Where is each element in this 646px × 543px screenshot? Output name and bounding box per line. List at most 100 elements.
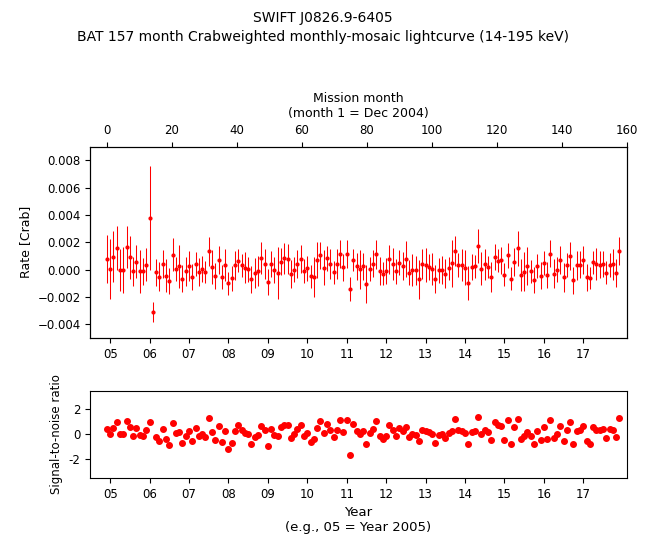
Point — [286, 434, 296, 443]
Point — [101, 425, 112, 433]
Point — [568, 440, 579, 449]
Y-axis label: Signal-to-noise ratio: Signal-to-noise ratio — [50, 375, 63, 494]
Point — [236, 425, 247, 434]
Point — [542, 435, 552, 444]
Point — [351, 427, 362, 435]
Point — [227, 438, 237, 447]
Point — [371, 417, 381, 426]
Point — [177, 439, 187, 447]
Point — [256, 421, 266, 430]
Point — [299, 431, 309, 440]
Point — [463, 440, 474, 449]
Point — [138, 432, 148, 440]
Point — [384, 421, 395, 430]
Point — [614, 414, 625, 422]
Point — [161, 434, 171, 443]
Point — [260, 425, 270, 434]
Point — [381, 432, 391, 440]
Point — [410, 431, 421, 439]
Point — [585, 439, 595, 448]
Point — [342, 416, 352, 425]
Point — [578, 422, 589, 431]
Point — [460, 428, 470, 437]
Point — [575, 425, 585, 434]
Point — [414, 436, 424, 445]
Point — [483, 427, 493, 436]
Point — [224, 445, 234, 453]
Point — [591, 426, 601, 434]
Point — [171, 429, 181, 438]
Point — [295, 420, 306, 429]
Point — [154, 436, 165, 445]
Point — [532, 427, 543, 435]
Point — [397, 427, 408, 435]
Point — [443, 428, 453, 437]
Point — [506, 440, 516, 449]
Point — [516, 434, 526, 443]
Point — [335, 416, 346, 425]
Point — [197, 430, 207, 438]
Point — [433, 431, 444, 439]
Point — [348, 419, 359, 428]
Point — [529, 440, 539, 449]
Point — [145, 418, 155, 426]
Point — [309, 434, 319, 443]
Point — [361, 439, 371, 448]
Point — [437, 430, 447, 439]
Point — [404, 433, 414, 442]
X-axis label: Year
(e.g., 05 = Year 2005): Year (e.g., 05 = Year 2005) — [286, 506, 432, 534]
Point — [601, 433, 611, 442]
Point — [112, 418, 122, 426]
Point — [253, 431, 263, 440]
Point — [312, 424, 322, 432]
Point — [605, 425, 615, 434]
Point — [548, 433, 559, 442]
Point — [536, 435, 546, 444]
Point — [318, 428, 329, 437]
Point — [421, 426, 431, 435]
Point — [216, 438, 227, 446]
Point — [207, 428, 217, 437]
Point — [608, 426, 618, 434]
Point — [565, 418, 576, 427]
Point — [200, 433, 211, 441]
Point — [375, 432, 385, 440]
Point — [588, 422, 598, 431]
Point — [151, 433, 162, 441]
Point — [457, 426, 467, 435]
Point — [479, 426, 490, 434]
Point — [246, 439, 256, 448]
Point — [273, 432, 283, 440]
Point — [325, 425, 335, 434]
Point — [118, 430, 129, 439]
Point — [499, 435, 510, 444]
Point — [164, 441, 174, 450]
Point — [134, 431, 145, 440]
Point — [558, 437, 568, 445]
Point — [158, 425, 168, 433]
Point — [128, 432, 138, 440]
Point — [486, 436, 496, 445]
Point — [525, 432, 536, 440]
Point — [476, 429, 486, 438]
Point — [552, 430, 562, 439]
Point — [279, 421, 289, 430]
Point — [243, 430, 253, 439]
Point — [233, 420, 244, 429]
Point — [115, 430, 125, 439]
Point — [220, 426, 231, 435]
Y-axis label: Rate [Crab]: Rate [Crab] — [19, 206, 32, 279]
Point — [555, 421, 565, 430]
Point — [292, 425, 302, 434]
Point — [364, 429, 375, 438]
Point — [473, 413, 483, 421]
Point — [388, 426, 398, 434]
Point — [269, 431, 280, 439]
Point — [490, 418, 500, 427]
Point — [446, 427, 457, 435]
Point — [213, 421, 224, 430]
Point — [611, 433, 621, 441]
Point — [512, 415, 523, 424]
Point — [581, 437, 592, 446]
Point — [210, 436, 220, 445]
